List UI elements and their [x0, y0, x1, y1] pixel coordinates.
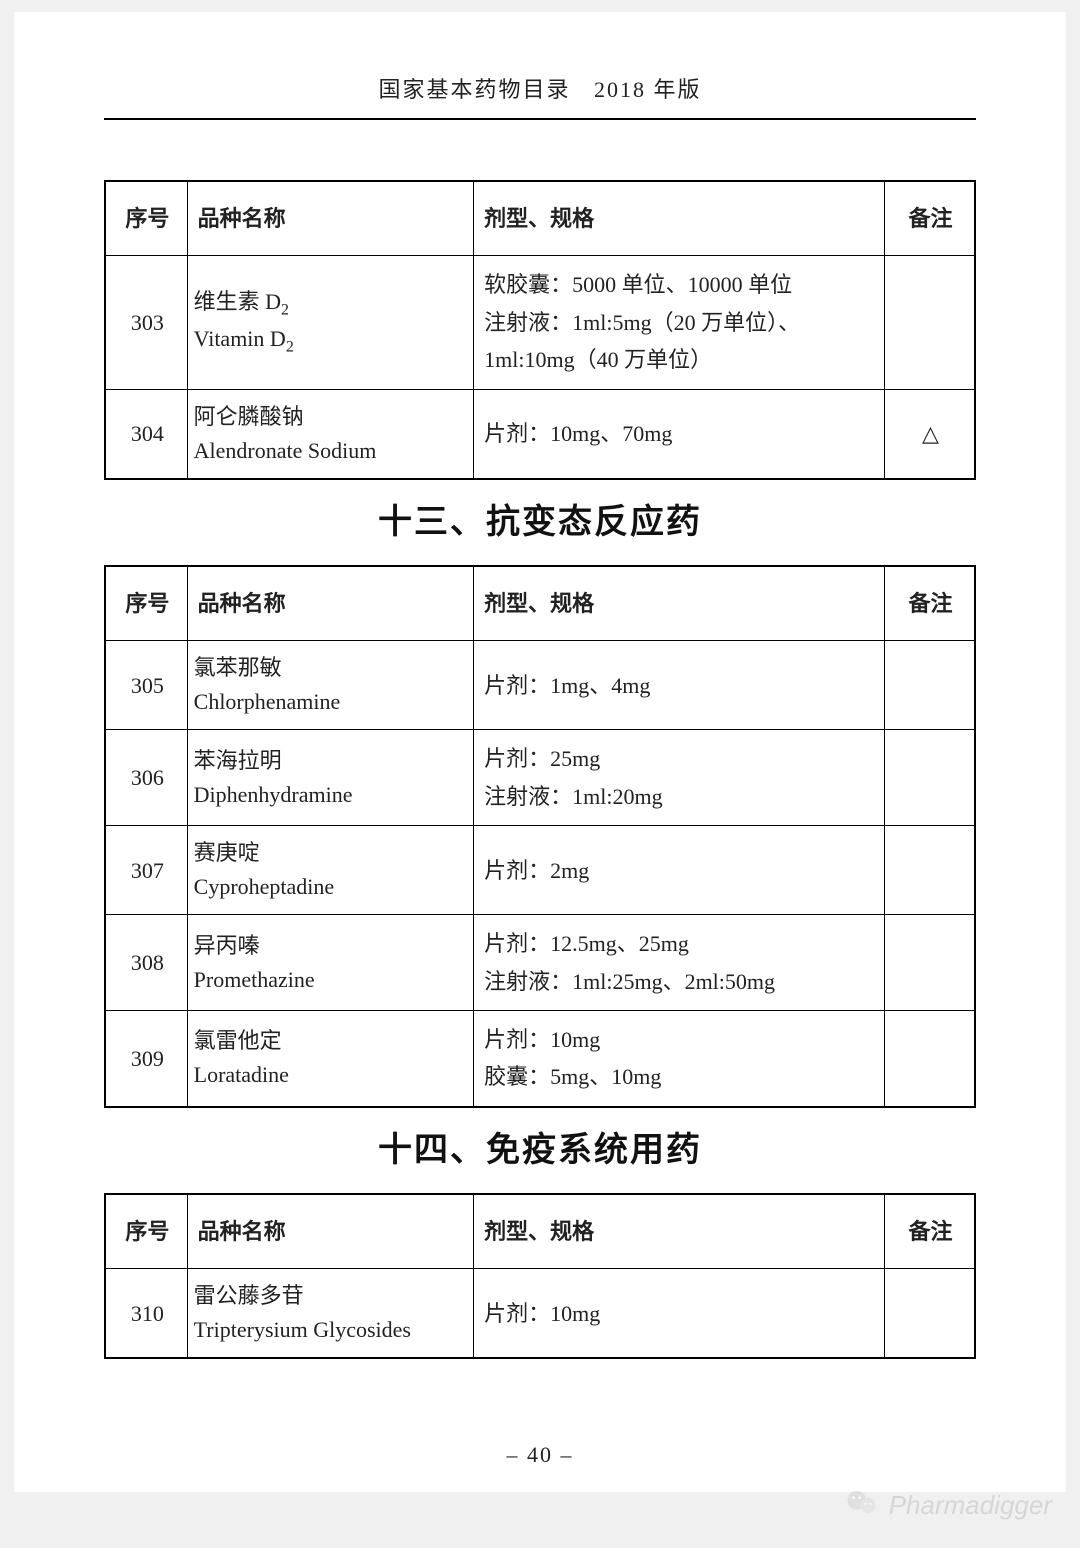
cell-spec: 片剂：10mg胶囊：5mg、10mg — [474, 1011, 885, 1107]
col-note: 备注 — [884, 1194, 975, 1269]
drug-table-3: 序号 品种名称 剂型、规格 备注 310雷公藤多苷Tripterysium Gl… — [104, 1193, 976, 1360]
cell-spec: 片剂：25mg注射液：1ml:20mg — [474, 730, 885, 826]
col-note: 备注 — [884, 566, 975, 641]
cell-spec: 片剂：12.5mg、25mg注射液：1ml:25mg、2ml:50mg — [474, 915, 885, 1011]
col-name: 品种名称 — [187, 566, 473, 641]
cell-note — [884, 256, 975, 389]
cell-spec: 片剂：1mg、4mg — [474, 641, 885, 730]
page-number: – 40 – — [14, 1442, 1066, 1468]
col-spec: 剂型、规格 — [474, 1194, 885, 1269]
wechat-icon — [845, 1485, 879, 1526]
cell-no: 305 — [105, 641, 187, 730]
doc-title: 国家基本药物目录 — [378, 77, 570, 102]
table-header-row: 序号 品种名称 剂型、规格 备注 — [105, 181, 975, 256]
watermark-text: Pharmadigger — [889, 1490, 1052, 1521]
cell-spec: 片剂：10mg、70mg — [474, 389, 885, 479]
cell-note — [884, 1011, 975, 1107]
doc-year: 2018 年版 — [594, 77, 702, 102]
cell-note — [884, 1269, 975, 1359]
cell-spec: 软胶囊：5000 单位、10000 单位注射液：1ml:5mg（20 万单位）、… — [474, 256, 885, 389]
cell-note — [884, 641, 975, 730]
cell-name: 异丙嗪Promethazine — [187, 915, 473, 1011]
section-title-13: 十三、抗变态反应药 — [104, 494, 976, 543]
col-note: 备注 — [884, 181, 975, 256]
table-row: 305氯苯那敏Chlorphenamine片剂：1mg、4mg — [105, 641, 975, 730]
cell-name: 苯海拉明Diphenhydramine — [187, 730, 473, 826]
cell-note — [884, 915, 975, 1011]
spacer — [104, 120, 976, 180]
cell-name: 维生素 D2Vitamin D2 — [187, 256, 473, 389]
cell-note — [884, 730, 975, 826]
cell-no: 307 — [105, 826, 187, 915]
cell-no: 310 — [105, 1269, 187, 1359]
table-row: 304阿仑膦酸钠Alendronate Sodium片剂：10mg、70mg△ — [105, 389, 975, 479]
col-name: 品种名称 — [187, 1194, 473, 1269]
document-page: 国家基本药物目录 2018 年版 序号 品种名称 剂型、规格 备注 303维生素… — [14, 12, 1066, 1492]
cell-no: 306 — [105, 730, 187, 826]
watermark: Pharmadigger — [845, 1485, 1052, 1526]
table-row: 310雷公藤多苷Tripterysium Glycosides片剂：10mg — [105, 1269, 975, 1359]
table-body: 305氯苯那敏Chlorphenamine片剂：1mg、4mg306苯海拉明Di… — [105, 641, 975, 1107]
cell-note: △ — [884, 389, 975, 479]
page-header: 国家基本药物目录 2018 年版 — [104, 72, 976, 120]
table-body: 303维生素 D2Vitamin D2软胶囊：5000 单位、10000 单位注… — [105, 256, 975, 479]
section-title-14: 十四、免疫系统用药 — [104, 1122, 976, 1171]
cell-no: 308 — [105, 915, 187, 1011]
cell-spec: 片剂：2mg — [474, 826, 885, 915]
cell-name: 赛庚啶Cyproheptadine — [187, 826, 473, 915]
cell-no: 304 — [105, 389, 187, 479]
cell-no: 303 — [105, 256, 187, 389]
cell-name: 阿仑膦酸钠Alendronate Sodium — [187, 389, 473, 479]
col-spec: 剂型、规格 — [474, 181, 885, 256]
table-header-row: 序号 品种名称 剂型、规格 备注 — [105, 1194, 975, 1269]
table-row: 307赛庚啶Cyproheptadine片剂：2mg — [105, 826, 975, 915]
col-no: 序号 — [105, 566, 187, 641]
cell-note — [884, 826, 975, 915]
cell-spec: 片剂：10mg — [474, 1269, 885, 1359]
table-row: 308异丙嗪Promethazine片剂：12.5mg、25mg注射液：1ml:… — [105, 915, 975, 1011]
table-row: 306苯海拉明Diphenhydramine片剂：25mg注射液：1ml:20m… — [105, 730, 975, 826]
cell-name: 氯雷他定Loratadine — [187, 1011, 473, 1107]
table-row: 309氯雷他定Loratadine片剂：10mg胶囊：5mg、10mg — [105, 1011, 975, 1107]
cell-name: 氯苯那敏Chlorphenamine — [187, 641, 473, 730]
table-body: 310雷公藤多苷Tripterysium Glycosides片剂：10mg — [105, 1269, 975, 1359]
col-name: 品种名称 — [187, 181, 473, 256]
table-header-row: 序号 品种名称 剂型、规格 备注 — [105, 566, 975, 641]
col-no: 序号 — [105, 1194, 187, 1269]
col-spec: 剂型、规格 — [474, 566, 885, 641]
cell-name: 雷公藤多苷Tripterysium Glycosides — [187, 1269, 473, 1359]
table-row: 303维生素 D2Vitamin D2软胶囊：5000 单位、10000 单位注… — [105, 256, 975, 389]
cell-no: 309 — [105, 1011, 187, 1107]
drug-table-1: 序号 品种名称 剂型、规格 备注 303维生素 D2Vitamin D2软胶囊：… — [104, 180, 976, 480]
col-no: 序号 — [105, 181, 187, 256]
drug-table-2: 序号 品种名称 剂型、规格 备注 305氯苯那敏Chlorphenamine片剂… — [104, 565, 976, 1108]
